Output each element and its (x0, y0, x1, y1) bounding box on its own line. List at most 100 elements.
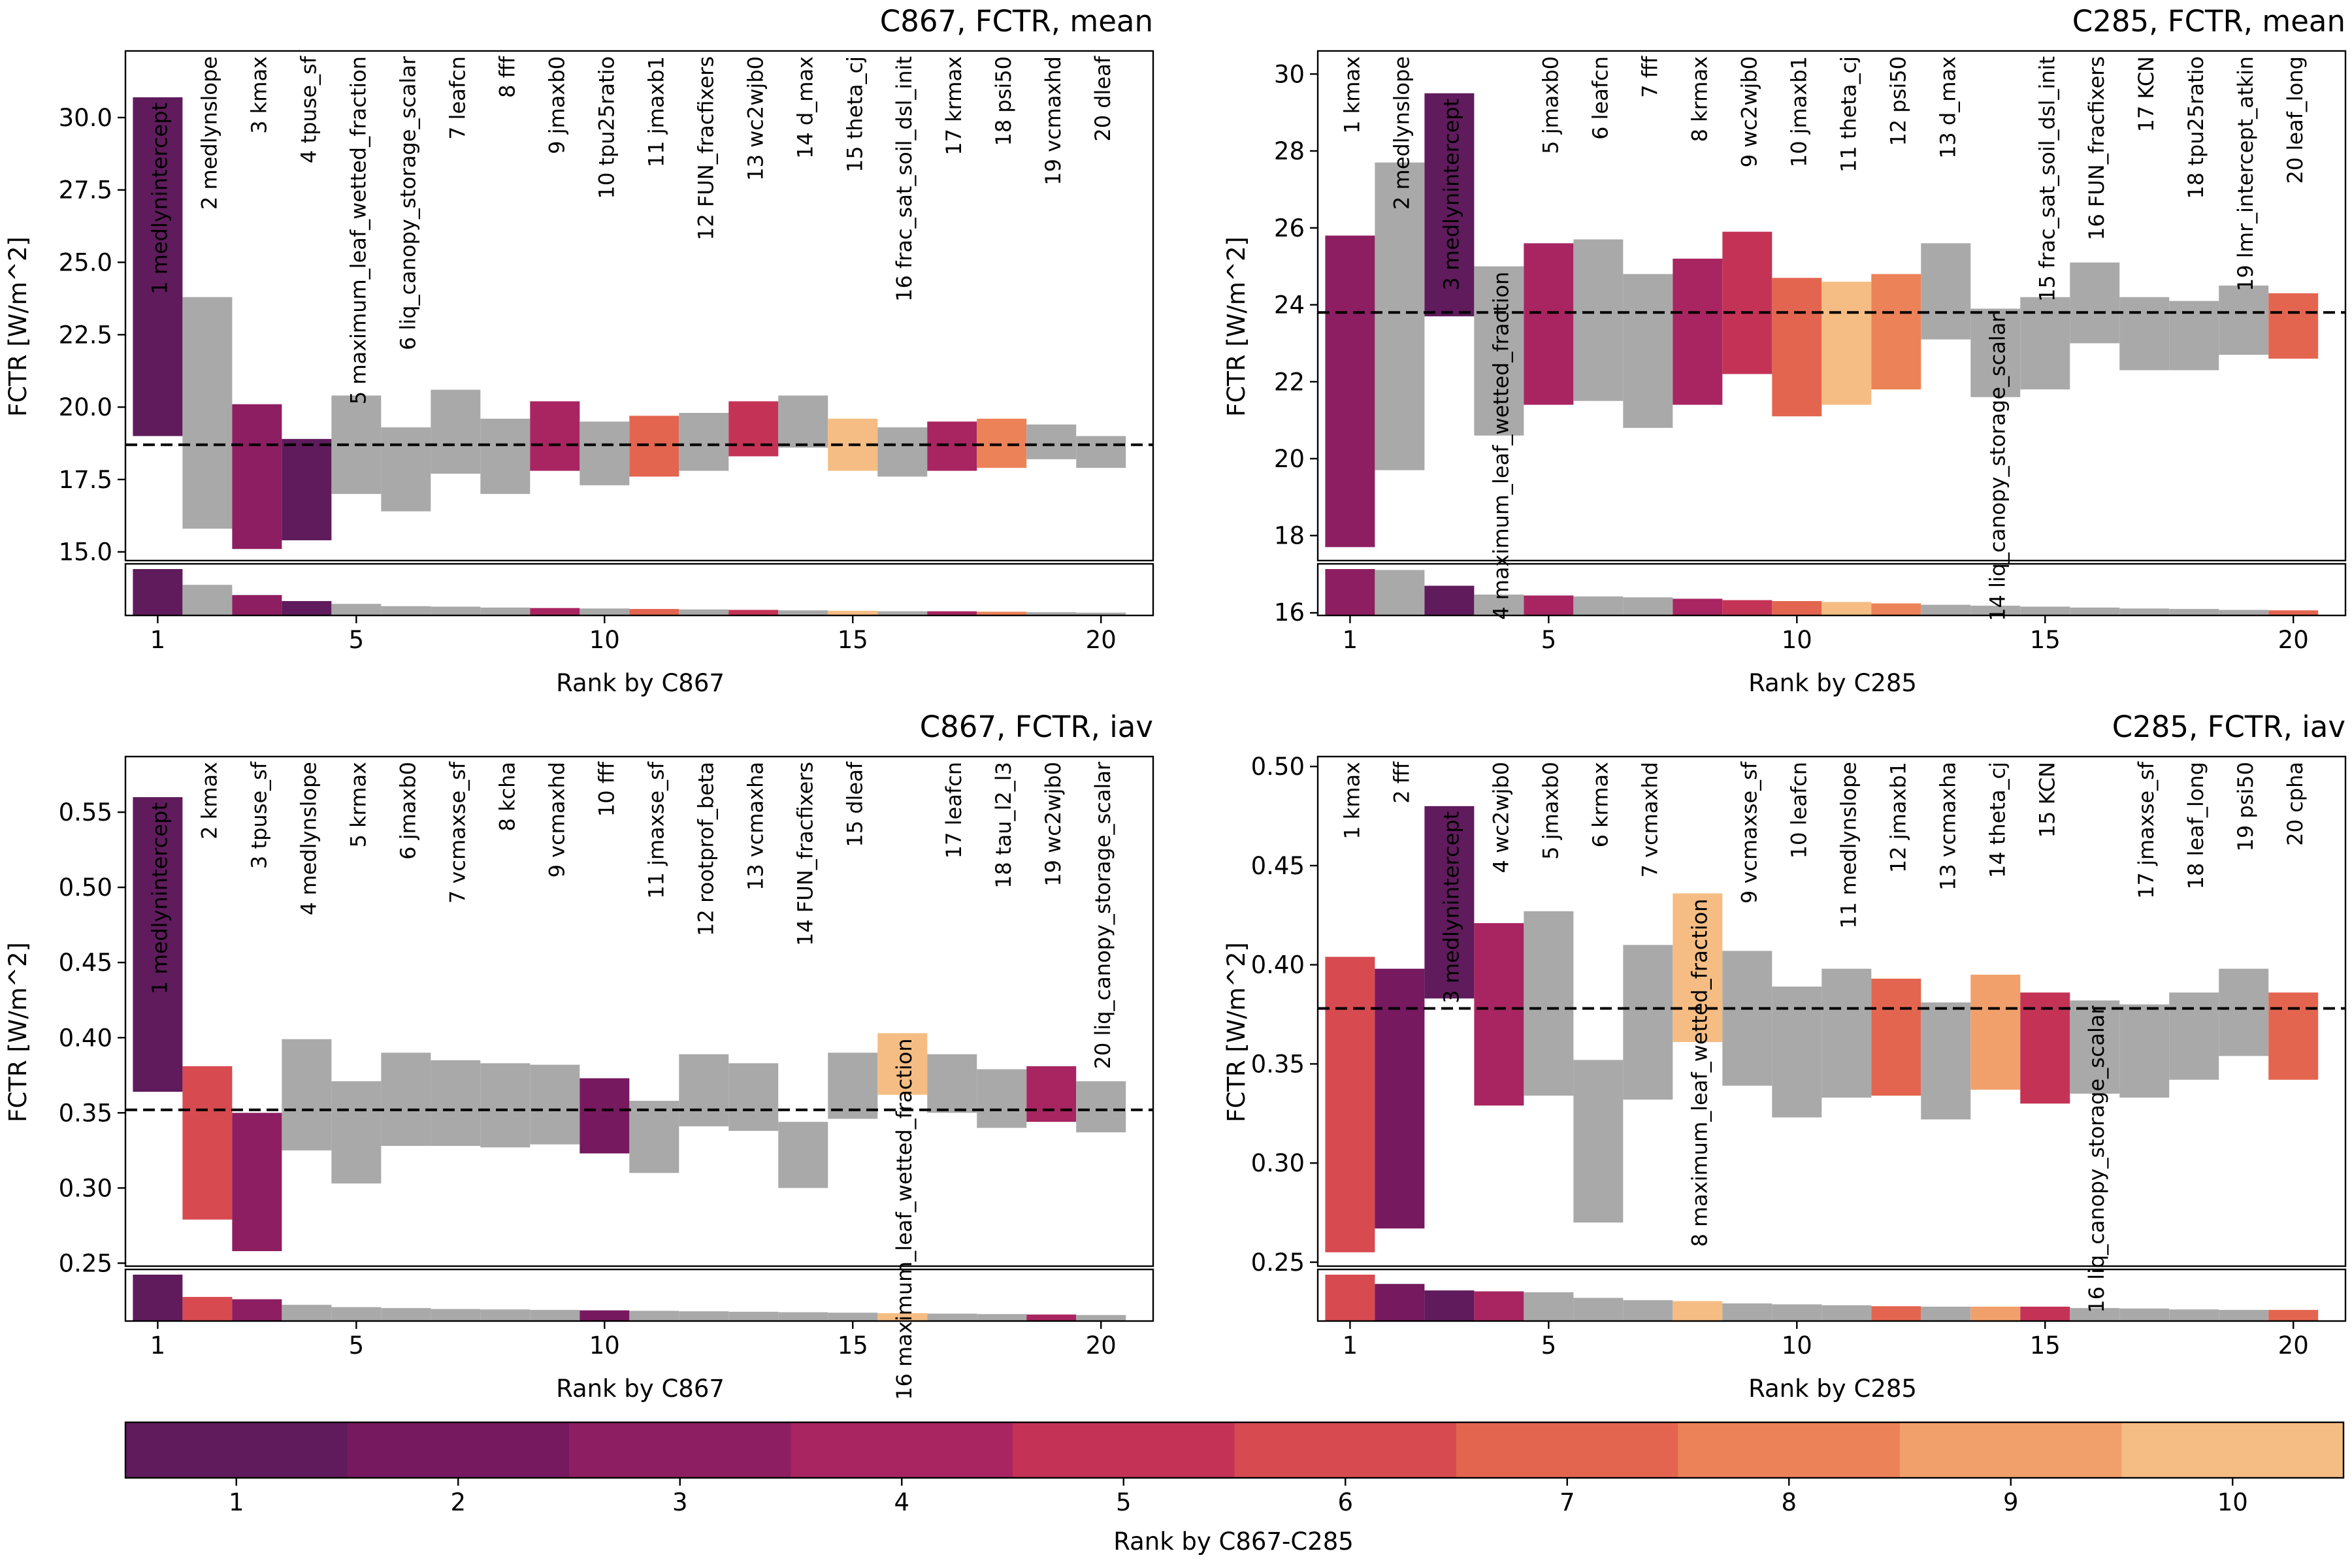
range-bar (381, 1053, 431, 1146)
y-tick-label: 0.25 (59, 1249, 112, 1277)
importance-bar (1026, 612, 1077, 615)
range-bar (480, 418, 531, 495)
colorbar-swatch (569, 1422, 791, 1478)
param-label: 20 liq_canopy_storage_scalar (1090, 761, 1115, 1069)
colorbar-tick-label: 10 (2217, 1488, 2248, 1516)
range-bar (1524, 911, 1574, 1096)
param-label: 12 FUN_fracfixers (693, 56, 718, 240)
param-label: 19 vcmaxhd (1041, 56, 1066, 186)
importance-bar (580, 608, 630, 615)
range-bar (580, 421, 630, 485)
range-bar (1772, 987, 1822, 1118)
importance-bar (1871, 603, 1921, 615)
range-bar (2119, 297, 2170, 370)
range-bar (1375, 968, 1425, 1229)
param-label: 13 vcmaxha (743, 762, 768, 890)
importance-bar (1424, 585, 1475, 615)
y-tick-label: 0.45 (1251, 852, 1305, 880)
colorbar-label: Rank by C867-C285 (1113, 1527, 1354, 1556)
param-label: 14 d_max (792, 56, 817, 159)
param-label: 2 fff (1389, 761, 1414, 804)
range-bar (927, 421, 977, 471)
param-label: 20 dleaf (1090, 56, 1115, 141)
importance-bar (1026, 1315, 1077, 1321)
importance-bar (133, 1275, 183, 1321)
plot-frame (124, 50, 1154, 562)
range-bar (977, 418, 1027, 468)
y-tick-label: 27.5 (59, 176, 112, 204)
importance-bar (1474, 1291, 1524, 1321)
param-label: 1 kmax (1339, 762, 1364, 840)
inset-frame (1316, 1268, 2347, 1322)
importance-bar (1375, 570, 1425, 615)
importance-bar (629, 609, 679, 615)
param-label: 3 kmax (246, 56, 271, 134)
y-tick-label: 0.55 (59, 798, 112, 826)
importance-bar (2219, 610, 2269, 615)
x-tick-label: 20 (1086, 626, 1117, 654)
range-bar (1573, 1060, 1624, 1223)
colorbar-tick-label: 8 (1781, 1488, 1797, 1516)
importance-bar (232, 595, 282, 615)
range-bar (431, 1060, 481, 1146)
importance-bar (1970, 1306, 2021, 1321)
importance-bar (232, 1299, 282, 1321)
param-label: 16 liq_canopy_storage_scalar (2084, 1005, 2109, 1313)
colorbar-swatch (1456, 1422, 1678, 1478)
importance-bar (1970, 606, 2021, 615)
colorbar-swatch (791, 1422, 1013, 1478)
x-tick-label: 15 (2030, 1331, 2061, 1360)
inset-frame (1316, 563, 2347, 617)
param-label: 7 vcmaxhd (1637, 762, 1662, 877)
importance-bar (2119, 608, 2170, 615)
plot-frame (124, 755, 1154, 1267)
param-label: 7 vcmaxse_sf (445, 761, 470, 904)
range-bar (828, 1053, 878, 1119)
colorbar-swatch (347, 1422, 570, 1478)
range-bar (1573, 239, 1624, 401)
param-label: 7 fff (1637, 56, 1662, 98)
colorbar-tick-label: 1 (229, 1488, 244, 1516)
range-bar (679, 412, 729, 471)
y-tick-label: 0.45 (59, 949, 112, 977)
importance-bar (2119, 1308, 2170, 1321)
importance-bar (480, 1309, 531, 1321)
importance-bar (778, 610, 828, 615)
param-label: 4 maximum_leaf_wetted_fraction (1488, 272, 1513, 620)
param-label: 17 leafcn (941, 762, 966, 858)
range-bar (282, 1039, 332, 1151)
param-label: 18 tau_l2_l3 (991, 762, 1016, 889)
colorbar-tick-label: 3 (672, 1488, 688, 1516)
importance-bar (1673, 598, 1723, 615)
importance-bar (828, 1313, 878, 1321)
colorbar-swatch (1234, 1422, 1457, 1478)
importance-bar (1076, 612, 1126, 615)
range-bar (877, 427, 928, 477)
y-tick-label: 25.0 (59, 249, 112, 277)
y-tick-label: 18 (1274, 522, 1305, 550)
importance-bar (1076, 1315, 1126, 1321)
range-bar (182, 297, 233, 529)
x-tick-label: 10 (1782, 1331, 1812, 1360)
param-label: 20 leaf_long (2283, 56, 2308, 184)
range-bar (2020, 992, 2070, 1104)
range-bar (1921, 1002, 1971, 1120)
y-axis-label: FCTR [W/m^2] (1222, 237, 1250, 417)
range-bar (728, 1063, 779, 1131)
param-label: 5 jmaxb0 (1538, 762, 1563, 860)
y-tick-label: 0.30 (59, 1174, 112, 1202)
plot-frame (1316, 755, 2347, 1267)
param-label: 11 theta_cj (1836, 56, 1861, 172)
x-tick-label: 5 (1541, 1331, 1557, 1360)
range-bar (1772, 278, 1822, 417)
importance-bar (877, 1313, 928, 1321)
range-bar (1325, 235, 1375, 547)
x-axis-label: Rank by C285 (1748, 1375, 1917, 1403)
colorbar-swatch (1900, 1422, 2122, 1478)
y-tick-label: 30 (1274, 60, 1305, 88)
param-label: 16 maximum_leaf_wetted_fraction (892, 1038, 917, 1399)
range-bar (1026, 1066, 1077, 1122)
colorbar: Rank by C867-C285 1 2 3 4 5 6 7 8 9 10 (124, 1421, 2345, 1556)
importance-bar (1623, 1300, 1673, 1321)
importance-bar (1921, 1306, 1971, 1321)
